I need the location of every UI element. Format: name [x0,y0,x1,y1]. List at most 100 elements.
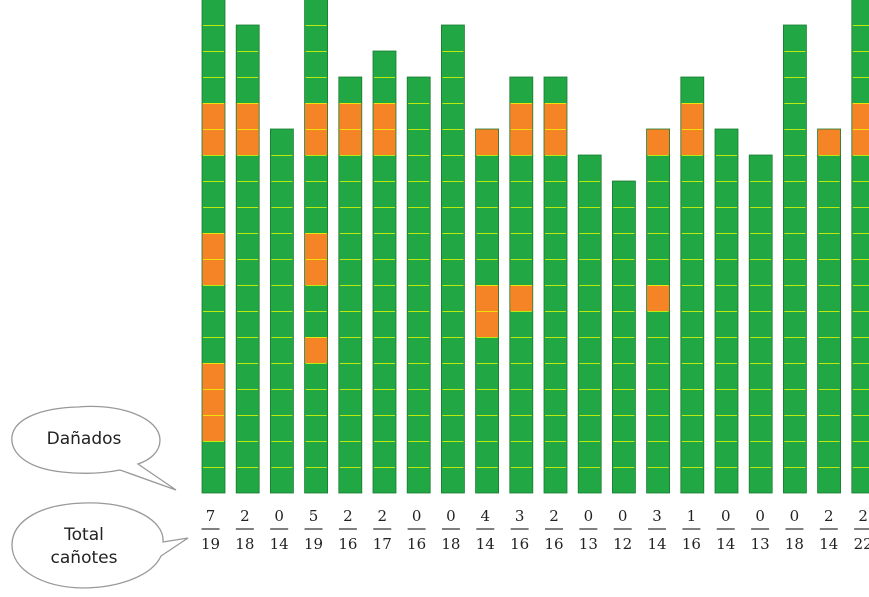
intact-segment [851,311,869,337]
total-callout-bubble [11,502,189,589]
intact-segment [407,155,431,181]
damaged-segment [646,129,670,155]
intact-segment [817,311,841,337]
intact-segment [544,337,567,363]
intact-segment [715,441,738,467]
intact-segment [578,155,602,181]
damaged-segment [475,129,499,155]
bar [509,76,534,494]
intact-segment [407,233,431,259]
intact-segment [202,207,225,233]
intact-segment [680,311,704,337]
intact-segment [715,363,738,389]
intact-segment [578,285,602,311]
fraction-numerator: 2 [377,507,387,525]
intact-segment [509,363,533,389]
fraction-denominator: 16 [544,535,563,553]
fraction-label: 0 14 [270,507,289,553]
intact-segment [851,25,869,51]
intact-segment [612,181,636,207]
bar [612,180,636,494]
damaged-segment [475,285,499,311]
intact-segment [680,207,704,233]
intact-segment [441,389,465,415]
intact-segment [544,467,567,493]
bar-outline [680,76,705,494]
fraction-numerator: 2 [549,507,559,525]
intact-segment [749,259,773,285]
intact-segment [202,181,225,207]
intact-segment [578,415,602,441]
damaged-segment [509,103,533,129]
damaged-callout-label: Dañados [47,429,122,449]
intact-segment [715,207,738,233]
intact-segment [270,155,294,181]
intact-segment [270,337,294,363]
intact-segment [441,311,465,337]
intact-segment [817,441,841,467]
fraction-label: 222 [854,507,869,553]
intact-segment [749,389,773,415]
intact-segment [475,467,499,493]
damaged-segment [817,129,841,155]
intact-segment [715,129,738,155]
fraction-denominator: 18 [785,535,804,553]
intact-segment [715,155,738,181]
intact-segment [817,467,841,493]
bar [817,128,841,494]
intact-segment [236,363,260,389]
intact-segment [646,389,670,415]
damaged-segment [646,285,670,311]
intact-segment [338,233,362,259]
intact-segment [749,467,773,493]
fraction-denominator: 22 [854,535,869,553]
intact-segment [749,441,773,467]
bar [714,128,739,494]
fraction-denominator: 13 [751,535,770,553]
damaged-segment [338,103,362,129]
intact-segment [544,415,567,441]
intact-segment [475,337,499,363]
intact-segment [680,233,704,259]
bar-outline [783,24,807,494]
intact-segment [407,311,431,337]
intact-segment [509,389,533,415]
intact-segment [544,389,567,415]
intact-segment [817,337,841,363]
fraction-label: 3 14 [648,507,667,553]
intact-segment [715,389,738,415]
intact-segment [783,311,807,337]
bar-outline [406,76,431,494]
intact-segment [304,77,328,103]
intact-segment [236,77,260,103]
bar [646,128,670,494]
intact-segment [202,25,225,51]
intact-segment [373,389,396,415]
intact-segment [783,285,807,311]
intact-segment [612,259,636,285]
damaged-segment [236,129,260,155]
intact-segment [578,363,602,389]
bar [783,24,807,494]
intact-segment [236,155,260,181]
intact-segment [509,311,533,337]
intact-segment [270,181,294,207]
intact-segment [544,77,567,103]
intact-segment [441,337,465,363]
intact-segment [236,415,260,441]
total-callout: Total cañotes [11,502,189,589]
damaged-segment [304,103,328,129]
fraction-label: 0 13 [579,507,598,553]
fraction-numerator: 0 [790,507,800,525]
fraction-label: 4 14 [476,507,495,553]
intact-segment [544,441,567,467]
intact-segment [441,363,465,389]
intact-segment [373,337,396,363]
intact-segment [680,181,704,207]
intact-segment [783,389,807,415]
fraction-numerator: 0 [446,507,456,525]
intact-segment [475,181,499,207]
intact-segment [441,233,465,259]
bar [748,154,773,494]
intact-segment [612,233,636,259]
